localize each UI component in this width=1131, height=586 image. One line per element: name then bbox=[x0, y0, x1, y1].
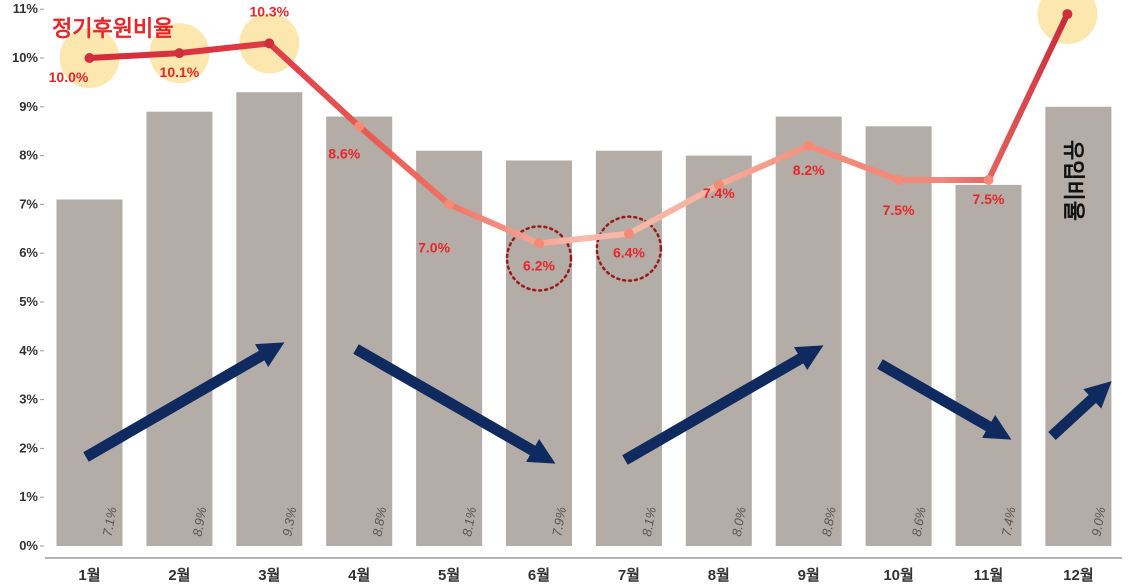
x-tick-label: 6월 bbox=[528, 567, 550, 584]
line-value-label: 6.2% bbox=[523, 257, 555, 273]
bar bbox=[865, 126, 932, 546]
bar bbox=[1045, 106, 1112, 547]
y-tick-label: 4% bbox=[19, 343, 38, 358]
bar bbox=[326, 116, 393, 546]
trend-arrow bbox=[877, 359, 1012, 440]
line-point bbox=[264, 38, 275, 49]
x-tick-label: 9월 bbox=[798, 567, 820, 584]
y-tick-label: 3% bbox=[19, 392, 38, 407]
bar-value-label: 8.1% bbox=[639, 506, 659, 538]
bar-value-label: 8.0% bbox=[729, 506, 749, 538]
x-tick-label: 1월 bbox=[78, 567, 100, 584]
x-tick-label: 8월 bbox=[708, 567, 730, 584]
line-point bbox=[893, 175, 904, 185]
bar bbox=[236, 92, 303, 546]
highlight-circle bbox=[1037, 0, 1098, 45]
line-value-label: 7.0% bbox=[418, 239, 450, 255]
line-point bbox=[444, 199, 455, 210]
y-axis: 0% 1% 2% 3% 4% 5% 6% 7% 8% 9% 10% 11% bbox=[12, 1, 44, 553]
bar-value-label: 9.0% bbox=[1089, 506, 1109, 538]
dotted-highlight-circle bbox=[505, 225, 573, 292]
line-point bbox=[713, 179, 724, 190]
y-tick-label: 1% bbox=[19, 489, 38, 504]
bar-value-label: 7.9% bbox=[549, 506, 569, 538]
y-tick-label: 2% bbox=[19, 440, 38, 455]
bar-value-labels: 7.1% 8.9% 9.3% 8.8% 8.1% 7.9% 8.1% 8.0% 8.8% 8.6%… bbox=[100, 506, 1109, 538]
trend-arrow bbox=[622, 345, 824, 465]
line-point bbox=[354, 121, 365, 132]
bar-value-label: 7.4% bbox=[999, 506, 1019, 538]
x-tick-label: 2월 bbox=[168, 567, 190, 584]
line-path bbox=[86, 11, 1071, 247]
x-tick-label: 3월 bbox=[258, 567, 280, 584]
x-tick-label: 10월 bbox=[883, 567, 914, 584]
y-tick-label: 0% bbox=[19, 538, 38, 553]
bar bbox=[685, 155, 752, 546]
x-tick-label: 11월 bbox=[974, 567, 1004, 584]
y-tick-label: 8% bbox=[19, 148, 38, 163]
x-tick-label: 7월 bbox=[618, 567, 640, 584]
bar bbox=[146, 111, 213, 547]
y-tick-label: 11% bbox=[13, 1, 39, 16]
line-value-labels: 10.0% 10.1% 10.3% 8.6% 7.0% 6.2% 6.4% 7.4% 8.2% 7… bbox=[49, 3, 1005, 273]
line-point bbox=[84, 53, 95, 63]
bar-value-label: 8.8% bbox=[819, 506, 839, 538]
bar-series bbox=[56, 92, 1112, 547]
line-value-label: 6.4% bbox=[613, 245, 645, 261]
line-value-label: 8.2% bbox=[793, 162, 825, 178]
line-value-label: 8.6% bbox=[328, 145, 360, 161]
bar bbox=[56, 199, 123, 546]
trend-arrows bbox=[83, 342, 1112, 465]
line-value-label: 10.1% bbox=[160, 64, 200, 80]
chart-title: 정기후원비율 bbox=[52, 16, 173, 41]
line-point bbox=[623, 228, 634, 239]
bar-value-label: 8.9% bbox=[190, 506, 210, 538]
x-tick-label: 4월 bbox=[348, 567, 370, 584]
line-series bbox=[84, 9, 1073, 249]
y-tick-label: 6% bbox=[19, 245, 38, 260]
line-point bbox=[534, 238, 544, 249]
highlight-circles bbox=[59, 0, 1098, 292]
bar bbox=[506, 160, 572, 547]
trend-arrow bbox=[1048, 381, 1112, 441]
bar-value-label: 8.1% bbox=[459, 506, 479, 538]
x-axis: 1월 2월 3월 4월 5월 6월 7월 8월 9월 10월 11월 12월 bbox=[45, 557, 1122, 584]
line-point bbox=[803, 140, 814, 151]
bar bbox=[416, 150, 483, 546]
bar-value-label: 8.8% bbox=[369, 506, 389, 538]
dotted-highlight-circle bbox=[595, 215, 663, 282]
x-tick-label: 5월 bbox=[438, 567, 460, 584]
line-value-label: 7.4% bbox=[703, 185, 735, 201]
line-value-label: 7.5% bbox=[883, 202, 915, 218]
bar-value-label: 8.6% bbox=[909, 506, 929, 538]
trend-arrow bbox=[353, 344, 556, 464]
line-point bbox=[983, 175, 994, 185]
line-value-label: 10.3% bbox=[249, 3, 289, 19]
bar-value-label: 7.1% bbox=[100, 506, 120, 538]
trend-arrow bbox=[83, 342, 285, 462]
bar bbox=[595, 150, 662, 546]
x-tick-label: 12월 bbox=[1063, 567, 1094, 584]
y-tick-label: 10% bbox=[12, 50, 38, 65]
bar bbox=[955, 184, 1022, 546]
y-tick-label: 5% bbox=[19, 294, 38, 309]
bar-value-label: 9.3% bbox=[279, 506, 299, 538]
line-point bbox=[1062, 9, 1073, 20]
line-point bbox=[174, 48, 185, 59]
y-tick-label: 9% bbox=[19, 99, 38, 114]
bar-series-side-label: 유입비율 bbox=[1061, 140, 1086, 221]
line-value-label: 7.5% bbox=[973, 191, 1005, 207]
y-tick-label: 7% bbox=[19, 196, 38, 211]
bar bbox=[775, 116, 842, 546]
line-value-label: 10.0% bbox=[49, 69, 89, 85]
